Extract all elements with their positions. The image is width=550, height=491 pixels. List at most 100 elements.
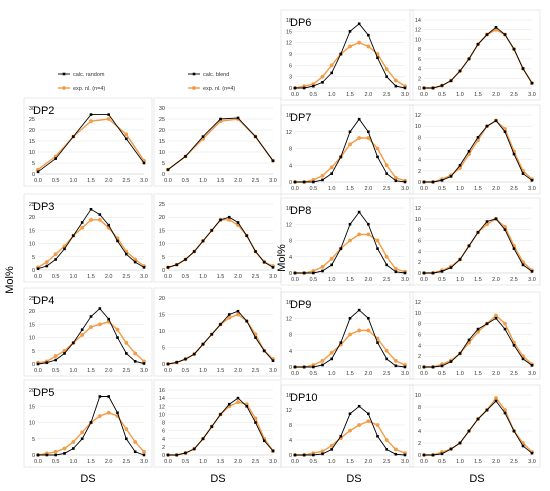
data-point-calc xyxy=(321,269,324,273)
data-point-calc xyxy=(63,352,66,355)
panel-frame xyxy=(409,384,541,468)
y-tick-label: 2 xyxy=(418,441,421,447)
y-tick-label: 15 xyxy=(29,322,35,328)
data-point-calc xyxy=(512,47,516,51)
legend-marker-exp xyxy=(62,86,66,90)
chart-panel: 0 2 4 6 8 10 0.0 0.5 1.0 1.5 2.0 2.5 3.0 xyxy=(409,384,541,468)
y-tick-label: 10 xyxy=(415,37,421,43)
y-tick-label: 6 xyxy=(418,239,421,245)
data-point-calc xyxy=(467,57,471,61)
data-point-calc xyxy=(394,270,398,274)
data-point-calc xyxy=(271,449,275,453)
x-tick-label: 0.0 xyxy=(420,277,428,283)
data-point-exp xyxy=(393,175,398,180)
data-point-calc xyxy=(521,444,525,448)
y-tick-label: 20 xyxy=(159,296,165,302)
x-axis-label-col4: DS xyxy=(469,473,484,485)
data-point-calc xyxy=(512,152,516,156)
data-point-calc xyxy=(192,352,196,356)
data-point-calc xyxy=(330,448,333,451)
panel-frame xyxy=(23,193,153,283)
y-tick-label: 25 xyxy=(159,202,165,208)
x-tick-label: 0.5 xyxy=(52,274,60,280)
data-point-calc xyxy=(142,266,146,269)
data-point-exp xyxy=(348,142,352,147)
x-tick-label: 1.5 xyxy=(346,186,354,192)
x-tick-label: 2.0 xyxy=(492,277,500,283)
data-point-calc xyxy=(219,323,222,326)
legend: calc. blend exp. nl. (n=4) xyxy=(188,72,235,92)
data-point-calc xyxy=(72,341,75,345)
legend-marker-calc xyxy=(192,72,196,76)
x-tick-label: 1.5 xyxy=(87,368,95,374)
data-point-exp xyxy=(80,333,85,337)
data-point-exp xyxy=(366,232,371,237)
data-point-exp xyxy=(106,410,111,415)
x-tick-label: 3.0 xyxy=(269,368,277,374)
data-point-calc xyxy=(376,155,379,159)
series-line-calc xyxy=(38,396,145,456)
data-point-calc xyxy=(403,180,407,184)
y-tick-label: 10 xyxy=(415,393,421,399)
panel-frame xyxy=(280,104,414,195)
x-tick-label: 3.0 xyxy=(401,92,409,98)
data-point-calc xyxy=(422,453,426,457)
series-line-calc xyxy=(295,23,406,89)
chart-panel: 0 2 4 6 8 10 12 14 0.0 0.5 1.0 1.5 2.0 2.5 3.0 xyxy=(409,9,541,101)
data-point-exp xyxy=(329,443,334,448)
y-tick-label: 15 xyxy=(159,313,165,319)
data-point-exp xyxy=(503,321,507,326)
data-point-calc xyxy=(530,81,534,85)
panel-title: DP8 xyxy=(290,205,311,217)
x-tick-label: 1.5 xyxy=(346,92,354,98)
data-point-calc xyxy=(293,453,297,457)
panel-title: DP4 xyxy=(33,295,54,307)
x-tick-label: 0.5 xyxy=(182,274,190,280)
data-point-calc xyxy=(80,221,84,224)
data-point-exp xyxy=(329,350,334,355)
data-point-calc xyxy=(254,250,257,253)
data-point-calc xyxy=(376,341,379,344)
data-point-exp xyxy=(253,416,258,421)
x-tick-label: 2.5 xyxy=(252,178,260,184)
data-point-calc xyxy=(422,271,426,275)
panel-frame xyxy=(409,291,541,380)
data-point-calc xyxy=(422,86,426,90)
y-tick-label: 0 xyxy=(32,453,35,459)
y-tick-label: 10 xyxy=(415,217,421,223)
legend-label-exp: exp. nl. (n=4) xyxy=(73,86,105,92)
data-point-exp xyxy=(329,165,334,170)
data-point-calc xyxy=(116,411,119,415)
panel-title: DP6 xyxy=(290,17,311,29)
series-line-exp xyxy=(167,313,274,365)
chart-panel: 0 5 10 15 20 25 30 0.0 0.5 1.0 1.5 2.0 2.5 3.0 DP2 calc… xyxy=(23,72,153,187)
data-point-calc xyxy=(54,358,57,362)
data-point-calc xyxy=(357,22,361,26)
y-tick-label: 18 xyxy=(286,18,292,24)
data-point-exp xyxy=(124,340,129,345)
data-point-exp xyxy=(80,225,85,230)
x-tick-label: 1.5 xyxy=(474,186,482,192)
x-tick-label: 2.0 xyxy=(492,371,500,377)
data-point-calc xyxy=(133,260,137,264)
data-point-calc xyxy=(394,179,398,183)
x-tick-label: 3.0 xyxy=(269,459,277,465)
panel-frame xyxy=(280,384,414,468)
y-tick-label: 12 xyxy=(159,404,165,410)
y-tick-label: 15 xyxy=(159,228,165,234)
data-point-exp xyxy=(357,136,362,140)
x-tick-label: 2.5 xyxy=(383,186,391,192)
y-tick-label: 4 xyxy=(418,158,421,164)
x-tick-label: 0.0 xyxy=(291,277,299,283)
data-point-calc xyxy=(330,263,333,267)
data-point-exp xyxy=(384,67,389,72)
x-tick-label: 0.5 xyxy=(438,92,446,98)
y-tick-label: 30 xyxy=(29,106,35,112)
data-point-calc xyxy=(107,317,110,321)
data-point-calc xyxy=(125,137,128,141)
y-tick-label: 10 xyxy=(29,150,35,156)
x-tick-label: 2.0 xyxy=(365,277,373,283)
x-tick-label: 1.5 xyxy=(87,459,95,465)
x-tick-label: 1.0 xyxy=(199,459,207,465)
data-point-exp xyxy=(133,351,138,356)
